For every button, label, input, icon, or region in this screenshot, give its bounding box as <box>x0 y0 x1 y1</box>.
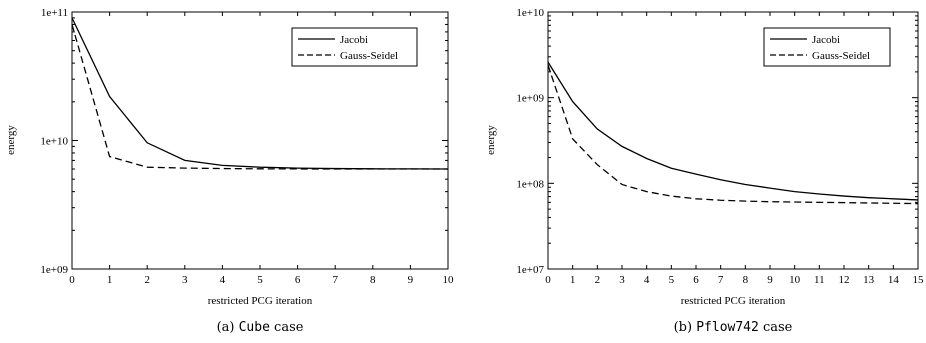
caption-prefix-b: (b) <box>674 320 697 335</box>
y-tick-label-a: 1e+11 <box>41 7 68 19</box>
series-line-jacobi-b <box>547 61 919 201</box>
caption-prefix-a: (a) <box>217 320 239 335</box>
x-tick-label-a: 4 <box>220 274 226 286</box>
series-line-gauss-seidel-b <box>547 64 919 205</box>
y-axis-label-a: energy <box>5 125 17 155</box>
series-b <box>547 61 919 205</box>
x-tick-label-b: 13 <box>863 274 875 286</box>
x-tick-label-b: 6 <box>693 274 699 286</box>
x-tick-label-b: 9 <box>767 274 773 286</box>
x-tick-label-a: 6 <box>295 274 301 286</box>
x-tick-label-a: 8 <box>370 274 376 286</box>
x-tick-label-b: 14 <box>888 274 900 286</box>
x-tick-label-b: 2 <box>595 274 601 286</box>
x-tick-label-b: 7 <box>718 274 724 286</box>
caption-name-b: Pflow742 <box>696 320 759 335</box>
x-tick-label-a: 3 <box>182 274 188 286</box>
ticks-b: 0 1 2 3 4 5 6 7 8 9 10 11 12 13 14 151e+071e+081e+091e+… <box>516 7 924 286</box>
y-tick-label-a: 1e+10 <box>40 136 68 148</box>
chart-panel-a: 0 1 2 3 4 5 6 7 8 9 10 1e+09 1e+10 1e+11 Jacobi Gauss… <box>5 7 454 335</box>
plot-frame-b <box>547 11 919 270</box>
x-axis-label-b: restricted PCG iteration <box>681 295 786 307</box>
series-line-jacobi-a <box>71 17 449 170</box>
y-tick-label-b: 1e+09 <box>516 93 544 105</box>
legend-label-gauss-seidel-b: Gauss-Seidel <box>812 50 870 62</box>
caption-b: (b) Pflow742 case <box>674 320 793 335</box>
x-axis-label-a: restricted PCG iteration <box>208 295 313 307</box>
legend-box-b <box>763 27 891 67</box>
caption-a: (a) Cube case <box>217 320 304 335</box>
x-tick-label-a: 5 <box>257 274 263 286</box>
x-tick-label-b: 12 <box>839 274 850 286</box>
series-a <box>71 17 449 170</box>
x-tick-label-b: 8 <box>743 274 749 286</box>
x-tick-label-a: 0 <box>69 274 75 286</box>
x-tick-label-b: 5 <box>669 274 675 286</box>
legend-box-a <box>291 27 418 67</box>
x-tick-label-a: 1 <box>107 274 113 286</box>
y-tick-label-b: 1e+10 <box>516 7 544 19</box>
y-tick-label-a: 1e+09 <box>40 264 68 276</box>
legend-a: Jacobi Gauss-Seidel <box>291 27 418 67</box>
x-tick-label-b: 0 <box>545 274 551 286</box>
x-tick-label-a: 2 <box>144 274 150 286</box>
y-tick-label-b: 1e+08 <box>516 178 544 190</box>
legend-label-jacobi-a: Jacobi <box>340 34 368 46</box>
legend-label-jacobi-b: Jacobi <box>812 34 840 46</box>
series-line-gauss-seidel-a <box>71 24 448 170</box>
x-tick-label-a: 9 <box>408 274 414 286</box>
caption-name-a: Cube <box>239 320 270 335</box>
x-tick-label-b: 4 <box>644 274 650 286</box>
x-tick-label-b: 1 <box>570 274 576 286</box>
x-tick-label-b: 11 <box>814 274 825 286</box>
legend-label-gauss-seidel-a: Gauss-Seidel <box>340 50 398 62</box>
legend-b: Jacobi Gauss-Seidel <box>763 27 891 67</box>
y-axis-label-b: energy <box>485 125 497 155</box>
x-tick-label-b: 3 <box>619 274 625 286</box>
caption-suffix-a: case <box>270 320 304 335</box>
x-tick-label-a: 7 <box>332 274 338 286</box>
caption-suffix-b: case <box>759 320 793 335</box>
chart-panel-b: 0 1 2 3 4 5 6 7 8 9 10 11 12 13 14 151e+071e+081e+091e+… <box>485 7 924 335</box>
y-tick-label-b: 1e+07 <box>516 264 544 276</box>
ticks-a: 0 1 2 3 4 5 6 7 8 9 10 1e+09 1e+10 1e+11 <box>40 7 454 286</box>
x-tick-label-a: 10 <box>443 274 455 286</box>
x-tick-label-b: 10 <box>789 274 801 286</box>
x-tick-label-b: 15 <box>913 274 925 286</box>
